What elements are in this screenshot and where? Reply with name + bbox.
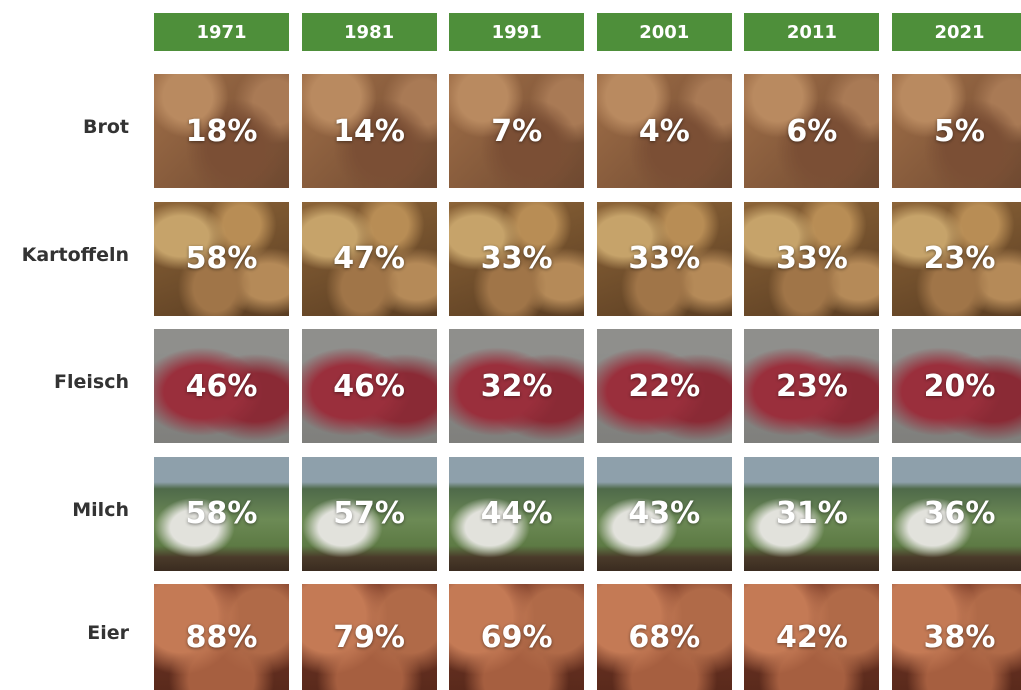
column-header: 1991 — [449, 13, 585, 51]
cell-value: 14% — [301, 74, 437, 188]
cell-value: 33% — [449, 201, 585, 316]
cell-value: 7% — [449, 74, 585, 188]
cell-value: 79% — [301, 584, 437, 690]
row-label: Milch — [72, 498, 129, 521]
column-header: 1981 — [301, 13, 437, 51]
cell-value: 57% — [301, 456, 437, 571]
cell-value: 6% — [744, 74, 880, 188]
cell-value: 18% — [154, 74, 289, 188]
cell-value: 69% — [449, 584, 585, 690]
cell-value: 38% — [892, 584, 1021, 690]
cell-value: 68% — [596, 584, 732, 690]
cell-value: 42% — [744, 584, 880, 690]
cell-value: 20% — [892, 329, 1021, 443]
column-header: 2011 — [744, 13, 880, 51]
cell-value: 22% — [596, 329, 732, 443]
cell-value: 33% — [596, 201, 732, 316]
column-header: 1971 — [154, 13, 289, 51]
column-header: 2021 — [892, 13, 1021, 51]
row-label: Eier — [87, 622, 129, 644]
cell-value: 23% — [892, 201, 1021, 316]
cell-value: 4% — [596, 74, 732, 188]
cell-value: 58% — [154, 456, 289, 571]
cell-value: 31% — [744, 456, 880, 571]
cell-value: 47% — [301, 201, 437, 316]
cell-value: 32% — [449, 329, 585, 443]
cell-value: 43% — [596, 456, 732, 571]
cell-value: 5% — [892, 74, 1021, 188]
cell-value: 46% — [301, 329, 437, 443]
cell-value: 23% — [744, 329, 880, 443]
cell-value: 58% — [154, 201, 289, 316]
cell-value: 44% — [449, 456, 585, 571]
cell-value: 88% — [154, 584, 289, 690]
column-header: 2001 — [596, 13, 732, 51]
row-label: Brot — [83, 116, 129, 138]
cell-value: 46% — [154, 329, 289, 443]
row-label: Kartoffeln — [21, 243, 129, 266]
cell-value: 36% — [892, 456, 1021, 571]
cell-value: 33% — [744, 201, 880, 316]
row-label: Fleisch — [54, 371, 129, 393]
